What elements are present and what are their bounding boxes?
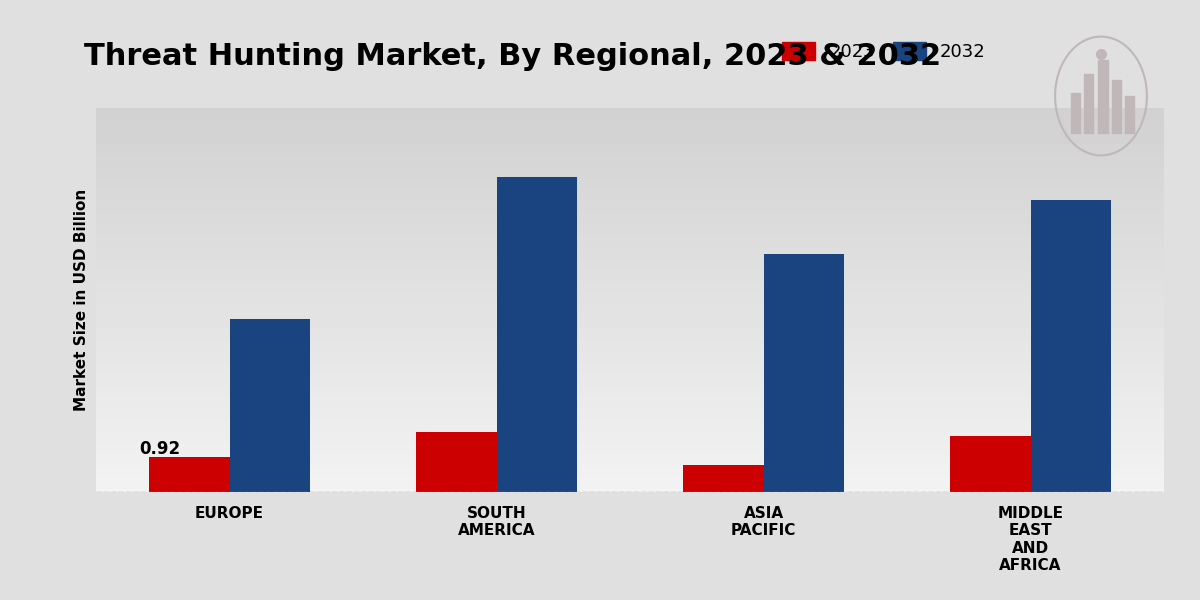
Bar [684, 465, 763, 492]
Bar [1124, 96, 1134, 133]
Y-axis label: Market Size in USD Billion: Market Size in USD Billion [74, 189, 89, 411]
Bar [416, 433, 497, 492]
Text: Threat Hunting Market, By Regional, 2023 & 2032: Threat Hunting Market, By Regional, 2023… [84, 42, 941, 71]
Bar [229, 319, 310, 492]
Bar [1084, 74, 1093, 133]
Bar [1098, 61, 1108, 133]
Bar [1111, 80, 1121, 133]
Bar [497, 177, 576, 492]
Text: 0.92: 0.92 [139, 440, 180, 458]
Bar [763, 254, 844, 492]
Bar [150, 457, 229, 492]
Bar [1070, 94, 1080, 133]
Legend: 2023, 2032: 2023, 2032 [773, 32, 995, 70]
Bar [1031, 200, 1111, 492]
Bar [950, 436, 1031, 492]
